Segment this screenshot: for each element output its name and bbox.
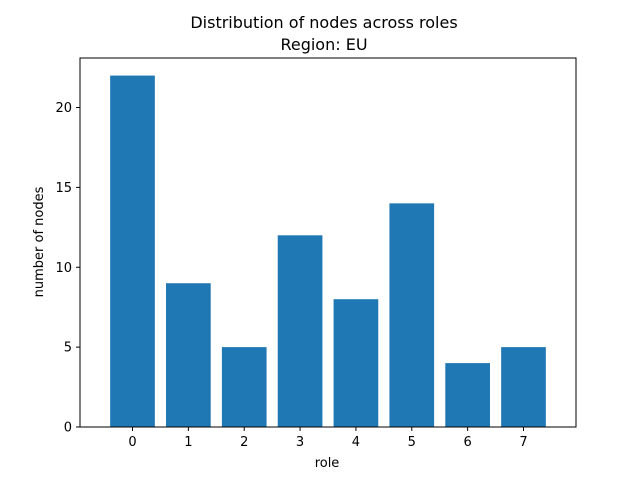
- y-tick-label: 0: [64, 421, 72, 436]
- chart-title-line-1: Distribution of nodes across roles: [190, 13, 457, 32]
- x-tick-label: 7: [519, 435, 527, 450]
- plot-frame: [79, 57, 577, 428]
- x-tick-label: 6: [463, 435, 471, 450]
- x-tick-label: 1: [184, 435, 192, 450]
- x-tick-label: 3: [296, 435, 304, 450]
- x-axis-ticks: 0 1 2 3 4 5 6 7: [128, 427, 528, 450]
- y-axis-label: number of nodes: [32, 186, 47, 297]
- y-tick-label: 15: [55, 181, 72, 196]
- y-tick-label: 10: [55, 261, 72, 276]
- bar-role-0: [110, 75, 155, 428]
- y-tick-label: 5: [64, 341, 72, 356]
- bar-role-5: [389, 203, 435, 427]
- bars-group: [110, 75, 546, 428]
- chart-title-line-2: Region: EU: [280, 35, 367, 54]
- bar-role-3: [277, 235, 323, 427]
- x-tick-label: 0: [128, 435, 136, 450]
- chart-title: Distribution of nodes across roles Regio…: [190, 13, 457, 54]
- x-axis-label: role: [315, 456, 340, 471]
- y-tick-label: 20: [55, 101, 72, 116]
- bar-role-4: [333, 299, 379, 427]
- x-tick-label: 2: [240, 435, 248, 450]
- y-axis-ticks: 0 5 10 15 20: [55, 101, 80, 436]
- x-tick-label: 4: [352, 435, 360, 450]
- bar-role-2: [221, 347, 267, 427]
- bar-role-1: [166, 283, 211, 427]
- bar-role-6: [445, 363, 490, 427]
- x-tick-label: 5: [408, 435, 416, 450]
- bar-role-7: [501, 347, 546, 427]
